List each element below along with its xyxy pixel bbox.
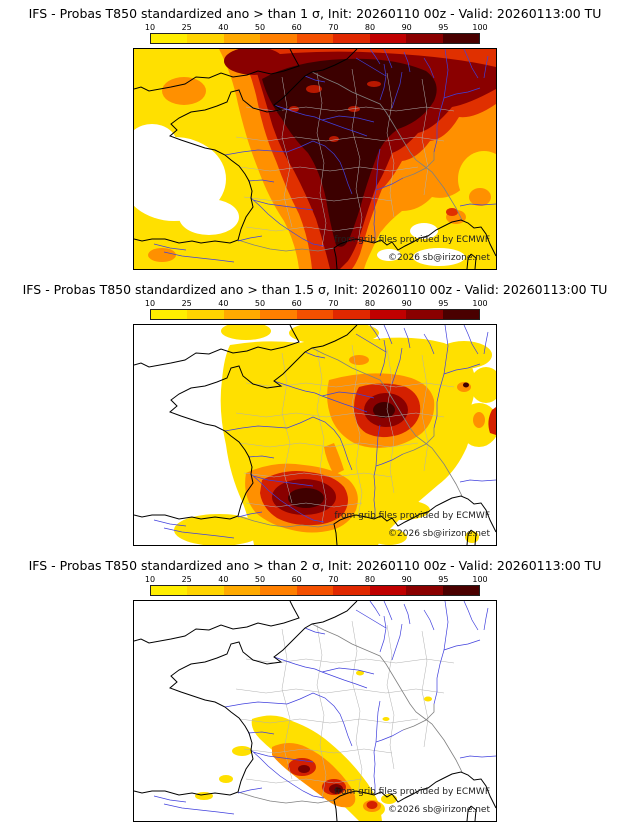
probability-map-sigma-2: from grib files provided by ECMWF ©2026 …: [133, 600, 497, 822]
colorbar-segment: [406, 310, 443, 319]
attribution-provider: from grib files provided by ECMWF: [334, 787, 490, 797]
colorbar-tick: 80: [364, 575, 376, 584]
colorbar-tick: 70: [328, 23, 339, 32]
colorbar-tick: 40: [218, 23, 229, 32]
colorbar-segment: [369, 34, 407, 43]
attribution-copyright: ©2026 sb@irizone.net: [388, 253, 490, 263]
colorbar-bar: [150, 33, 480, 44]
colorbar-segment: [333, 310, 370, 319]
colorbar-tick: 60: [291, 299, 302, 308]
colorbar-tick: 10: [144, 23, 156, 32]
panel-sigma-1-5: IFS - Probas T850 standardized ano > tha…: [0, 276, 630, 552]
colorbar-segment: [442, 34, 479, 43]
colorbar-tick: 40: [218, 575, 229, 584]
probability-map-sigma-1: from grib files provided by ECMWF ©2026 …: [133, 48, 497, 270]
colorbar-tick: 80: [364, 23, 376, 32]
colorbar-segment: [187, 34, 224, 43]
attribution-copyright: ©2026 sb@irizone.net: [388, 805, 490, 815]
colorbar-tick: 100: [472, 23, 488, 32]
colorbar: 10 25 40 50 60 70 80 90 95 100: [145, 575, 488, 596]
colorbar-tick: 90: [401, 299, 412, 308]
colorbar-tick: 70: [328, 575, 339, 584]
colorbar-ticks: 10 25 40 50 60 70 80 90 95 100: [145, 575, 488, 585]
colorbar-segment: [260, 34, 297, 43]
colorbar-segment: [151, 310, 188, 319]
colorbar-tick: 25: [181, 23, 192, 32]
colorbar-tick: 90: [401, 23, 412, 32]
colorbar-segment: [369, 310, 407, 319]
colorbar-segment: [187, 310, 224, 319]
attribution-provider: from grib files provided by ECMWF: [334, 511, 490, 521]
colorbar-tick: 50: [254, 575, 266, 584]
colorbar-tick: 95: [438, 23, 449, 32]
colorbar-segment: [151, 34, 188, 43]
colorbar: 10 25 40 50 60 70 80 90 95 100: [145, 299, 488, 320]
colorbar-segment: [442, 310, 479, 319]
attribution-copyright: ©2026 sb@irizone.net: [388, 529, 490, 539]
colorbar-segment: [223, 586, 261, 595]
colorbar-segment: [442, 586, 479, 595]
colorbar-segment: [406, 34, 443, 43]
panel-title: IFS - Probas T850 standardized ano > tha…: [28, 558, 602, 573]
probability-field: [134, 49, 496, 269]
panel-sigma-2: IFS - Probas T850 standardized ano > tha…: [0, 552, 630, 828]
colorbar-segment: [369, 586, 407, 595]
colorbar-tick: 50: [254, 23, 266, 32]
colorbar-tick: 80: [364, 299, 376, 308]
colorbar-tick: 60: [291, 575, 302, 584]
colorbar-tick: 95: [438, 575, 449, 584]
colorbar-segment: [296, 310, 334, 319]
panel-sigma-1: IFS - Probas T850 standardized ano > tha…: [0, 0, 630, 276]
colorbar-ticks: 10 25 40 50 60 70 80 90 95 100: [145, 23, 488, 33]
colorbar-tick: 50: [254, 299, 266, 308]
colorbar-tick: 70: [328, 299, 339, 308]
colorbar-segment: [406, 586, 443, 595]
colorbar-segment: [333, 34, 370, 43]
panel-title: IFS - Probas T850 standardized ano > tha…: [22, 282, 608, 297]
colorbar-segment: [260, 586, 297, 595]
colorbar-tick: 100: [472, 575, 488, 584]
colorbar-segment: [296, 34, 334, 43]
colorbar-tick: 25: [181, 299, 192, 308]
colorbar-segment: [151, 586, 188, 595]
attribution-provider: from grib files provided by ECMWF: [334, 235, 490, 245]
colorbar-tick: 25: [181, 575, 192, 584]
colorbar-segment: [333, 586, 370, 595]
colorbar-tick: 100: [472, 299, 488, 308]
colorbar-segment: [223, 34, 261, 43]
panel-title: IFS - Probas T850 standardized ano > tha…: [28, 6, 602, 21]
colorbar-tick: 60: [291, 23, 302, 32]
colorbar-segment: [260, 310, 297, 319]
probability-map-sigma-1-5: from grib files provided by ECMWF ©2026 …: [133, 324, 497, 546]
colorbar: 10 25 40 50 60 70 80 90 95 100: [145, 23, 488, 44]
colorbar-tick: 90: [401, 575, 412, 584]
colorbar-segment: [187, 586, 224, 595]
colorbar-segment: [296, 586, 334, 595]
colorbar-segment: [223, 310, 261, 319]
colorbar-tick: 10: [144, 575, 156, 584]
colorbar-bar: [150, 585, 480, 596]
colorbar-tick: 10: [144, 299, 156, 308]
colorbar-ticks: 10 25 40 50 60 70 80 90 95 100: [145, 299, 488, 309]
colorbar-tick: 95: [438, 299, 449, 308]
colorbar-bar: [150, 309, 480, 320]
colorbar-tick: 40: [218, 299, 229, 308]
probability-field: [174, 325, 496, 545]
